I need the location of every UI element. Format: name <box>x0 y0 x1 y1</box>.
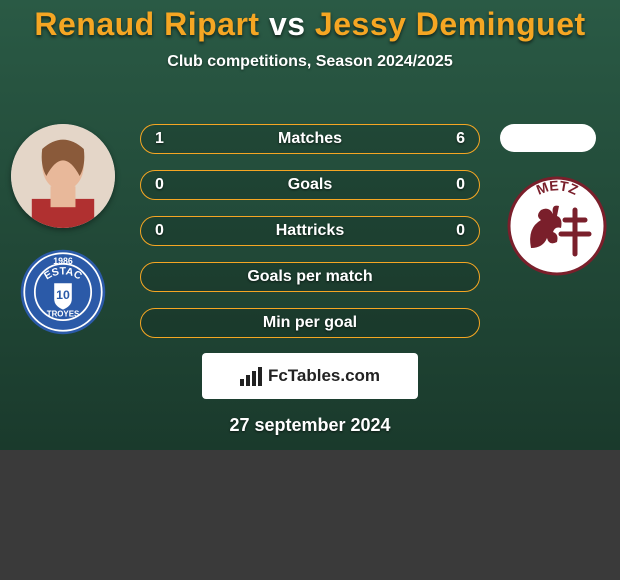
metz-badge-icon: METZ <box>507 176 607 276</box>
brand-box[interactable]: FcTables.com <box>202 353 418 399</box>
title-player2: Jessy Deminguet <box>315 6 586 42</box>
stat-bar-left <box>141 125 188 153</box>
player2-club-badge: METZ <box>507 176 607 276</box>
title-vs: vs <box>269 6 306 42</box>
stat-label: Goals <box>288 176 332 194</box>
stat-row: 1 Matches 6 <box>140 124 480 154</box>
stat-value-right: 0 <box>456 176 465 194</box>
page-title: Renaud Ripart vs Jessy Deminguet <box>0 0 620 43</box>
svg-text:TROYES: TROYES <box>47 310 80 319</box>
date-label: 27 september 2024 <box>0 415 620 436</box>
stats-block: 1 Matches 6 0 Goals 0 0 Hattricks 0 Goals per mat… <box>140 124 480 354</box>
player2-avatar-placeholder <box>500 124 596 152</box>
player1-avatar-placeholder-icon <box>11 124 115 228</box>
stat-label: Hattricks <box>276 222 344 240</box>
stat-value-right: 0 <box>456 222 465 240</box>
stat-row: Goals per match <box>140 262 480 292</box>
title-player1: Renaud Ripart <box>34 6 259 42</box>
stat-row: 0 Goals 0 <box>140 170 480 200</box>
left-column: 1986 ESTAC TROYES 10 <box>8 124 118 336</box>
player1-avatar <box>11 124 115 228</box>
stat-value-left: 0 <box>155 222 164 240</box>
stat-value-left: 1 <box>155 130 164 148</box>
stat-label: Goals per match <box>247 268 372 286</box>
stat-row: 0 Hattricks 0 <box>140 216 480 246</box>
subtitle: Club competitions, Season 2024/2025 <box>0 53 620 71</box>
troyes-badge-icon: 1986 ESTAC TROYES 10 <box>19 248 107 336</box>
player1-club-badge: 1986 ESTAC TROYES 10 <box>19 248 107 336</box>
svg-text:10: 10 <box>56 288 70 302</box>
brand-label: FcTables.com <box>268 366 380 386</box>
comparison-card: Renaud Ripart vs Jessy Deminguet Club co… <box>0 0 620 450</box>
right-column: METZ <box>502 176 612 276</box>
stat-row: Min per goal <box>140 308 480 338</box>
stat-value-left: 0 <box>155 176 164 194</box>
stat-value-right: 6 <box>456 130 465 148</box>
stat-label: Matches <box>278 130 342 148</box>
brand-bars-icon <box>240 367 262 386</box>
stat-label: Min per goal <box>263 314 357 332</box>
svg-text:1986: 1986 <box>53 256 73 266</box>
